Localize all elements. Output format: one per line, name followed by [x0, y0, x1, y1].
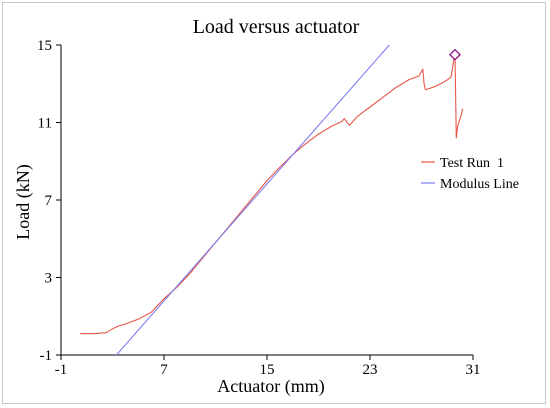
y-tick-label: 7 — [45, 193, 53, 209]
x-tick-label: 7 — [160, 362, 168, 378]
series-line-modulus-line — [115, 44, 390, 356]
chart-title: Load versus actuator — [193, 16, 360, 38]
series-line-test-run — [80, 54, 464, 335]
x-tick-label: 15 — [260, 362, 275, 378]
legend: Test Run 1 Modulus Line — [421, 156, 519, 192]
y-tick-label: 11 — [38, 116, 52, 132]
x-tick-label: 23 — [363, 362, 378, 378]
series-layer — [80, 44, 464, 356]
tick-labels: -1 7 15 23 31 -1 3 7 11 15 — [37, 38, 481, 378]
y-axis-label: Load (kN) — [13, 164, 34, 239]
x-tick-label: 31 — [466, 362, 481, 378]
y-tick-label: -1 — [40, 348, 53, 364]
y-tick-label: 15 — [37, 38, 52, 54]
y-tick-label: 3 — [45, 271, 53, 287]
legend-label-test-run: Test Run 1 — [440, 156, 504, 171]
chart: Load versus actuator -1 7 15 23 31 -1 3 7 11 15 A… — [13, 16, 519, 397]
legend-label-modulus-line: Modulus Line — [440, 177, 519, 192]
peak-marker — [448, 48, 461, 61]
plot-axes — [56, 44, 474, 360]
x-tick-label: -1 — [55, 362, 68, 378]
x-axis-label: Actuator (mm) — [217, 376, 324, 397]
chart-frame: Load versus actuator -1 7 15 23 31 -1 3 7 11 15 A… — [2, 2, 546, 404]
